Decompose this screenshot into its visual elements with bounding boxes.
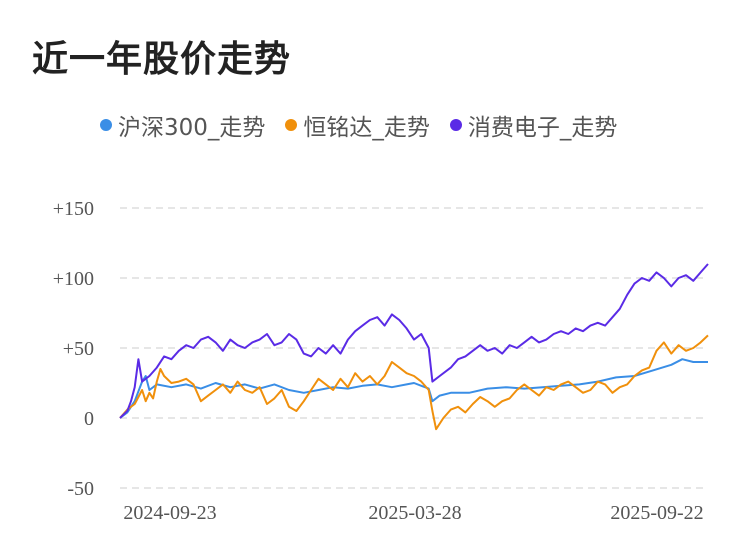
y-tick-label: +50 [63,338,94,360]
y-tick-label: 0 [84,408,94,430]
series-line-0 [119,358,708,419]
legend-label-hmd: 恒铭达_走势 [303,115,430,141]
series-line-2 [119,263,709,419]
chart-legend: 沪深300_走势 恒铭达_走势 消费电子_走势 [100,108,637,142]
chart-title: 近一年股价走势 [32,39,292,80]
legend-dot-consumer [449,119,462,131]
legend-label-consumer: 消费电子_走势 [467,115,618,141]
y-tick-label: +150 [53,198,94,220]
y-axis-ticks: +150 +100 +50 0 -50 [53,198,94,500]
x-tick-label: 2024-09-23 [123,502,216,524]
x-axis-ticks: 2024-09-23 2025-03-28 2025-09-22 [123,502,703,524]
legend-item-consumer[interactable]: 消费电子_走势 [449,108,618,142]
series-line-1 [119,334,709,431]
x-tick-label: 2025-03-28 [368,502,461,524]
legend-dot-hmd [285,119,298,131]
legend-item-hmd[interactable]: 恒铭达_走势 [285,108,430,142]
x-tick-label: 2025-09-22 [610,502,703,524]
y-tick-label: +100 [53,268,94,290]
grid-lines [120,207,708,489]
legend-dot-csi300 [100,119,112,131]
legend-label-csi300: 沪深300_走势 [118,115,266,141]
series-lines [119,263,709,431]
legend-item-csi300[interactable]: 沪深300_走势 [100,108,265,142]
y-tick-label: -50 [67,478,94,500]
